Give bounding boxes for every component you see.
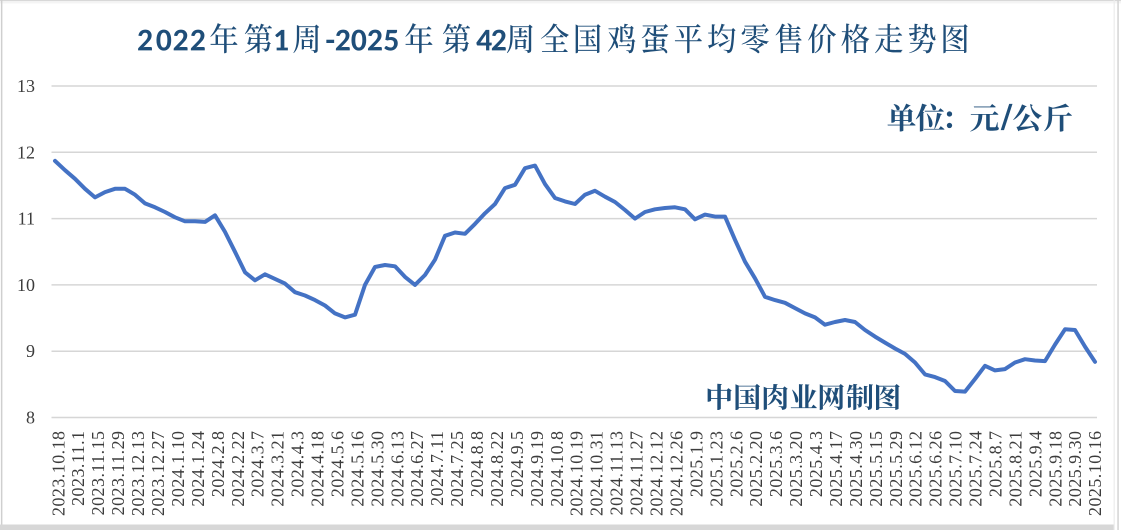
svg-text:2024.6.27: 2024.6.27 bbox=[407, 431, 427, 507]
svg-text:2025.5.29: 2025.5.29 bbox=[886, 431, 906, 507]
svg-text:2024.10.19: 2024.10.19 bbox=[567, 431, 587, 517]
svg-text:2024.2.22: 2024.2.22 bbox=[228, 431, 248, 507]
svg-text:2024.12.26: 2024.12.26 bbox=[666, 431, 686, 517]
svg-text:2024.11.13: 2024.11.13 bbox=[607, 431, 627, 516]
svg-text:2024.5.6: 2024.5.6 bbox=[328, 431, 348, 498]
svg-text:9: 9 bbox=[26, 341, 35, 361]
svg-text:2024.3.21: 2024.3.21 bbox=[268, 431, 288, 507]
svg-text:2023.10.18: 2023.10.18 bbox=[48, 431, 68, 517]
svg-text:2025.6.26: 2025.6.26 bbox=[926, 431, 946, 507]
svg-text:2025.9.30: 2025.9.30 bbox=[1065, 431, 1085, 507]
svg-text:2024.1.10: 2024.1.10 bbox=[168, 431, 188, 507]
svg-text:2023.11.29: 2023.11.29 bbox=[108, 431, 128, 516]
svg-text:2025.7.10: 2025.7.10 bbox=[946, 431, 966, 507]
svg-text:2025.9.4: 2025.9.4 bbox=[1025, 431, 1045, 498]
svg-text:2024.12.12: 2024.12.12 bbox=[647, 431, 667, 517]
svg-text:2025.8.21: 2025.8.21 bbox=[1005, 431, 1025, 507]
svg-text:11: 11 bbox=[18, 209, 35, 229]
svg-text:2024.5.16: 2024.5.16 bbox=[347, 431, 367, 507]
svg-text:2024.5.30: 2024.5.30 bbox=[367, 431, 387, 507]
svg-text:2025.4.17: 2025.4.17 bbox=[826, 431, 846, 507]
svg-text:2024.3.7: 2024.3.7 bbox=[248, 431, 268, 498]
svg-text:10: 10 bbox=[17, 275, 35, 295]
svg-text:2025.1.9: 2025.1.9 bbox=[686, 431, 706, 498]
svg-text:2025.2.20: 2025.2.20 bbox=[746, 431, 766, 507]
svg-text:2025.10.16: 2025.10.16 bbox=[1085, 431, 1105, 517]
svg-text:8: 8 bbox=[26, 408, 35, 428]
svg-text:2025.3.20: 2025.3.20 bbox=[786, 431, 806, 507]
svg-text:2023.12.27: 2023.12.27 bbox=[148, 431, 168, 517]
svg-text:2023.11.1: 2023.11.1 bbox=[68, 431, 88, 506]
svg-text:12: 12 bbox=[17, 142, 35, 162]
svg-text:2025.3.6: 2025.3.6 bbox=[766, 431, 786, 498]
svg-text:2024.1.24: 2024.1.24 bbox=[188, 431, 208, 507]
svg-text:2023.11.15: 2023.11.15 bbox=[88, 431, 108, 516]
svg-text:2025.4.30: 2025.4.30 bbox=[846, 431, 866, 507]
svg-text:2024.6.13: 2024.6.13 bbox=[387, 431, 407, 507]
svg-text:2025.8.7: 2025.8.7 bbox=[986, 431, 1006, 498]
svg-text:2025.1.23: 2025.1.23 bbox=[706, 431, 726, 507]
svg-text:2025.5.15: 2025.5.15 bbox=[866, 431, 886, 507]
svg-text:2024.7.11: 2024.7.11 bbox=[427, 431, 447, 506]
svg-text:2025.9.18: 2025.9.18 bbox=[1045, 431, 1065, 507]
svg-text:2024.9.5: 2024.9.5 bbox=[507, 431, 527, 498]
svg-text:2024.10.31: 2024.10.31 bbox=[587, 431, 607, 517]
svg-text:13: 13 bbox=[17, 76, 35, 96]
svg-text:2024.10.8: 2024.10.8 bbox=[547, 431, 567, 507]
svg-text:2025.2.6: 2025.2.6 bbox=[726, 431, 746, 498]
svg-text:2024.8.22: 2024.8.22 bbox=[487, 431, 507, 507]
svg-text:2024.11.27: 2024.11.27 bbox=[627, 431, 647, 516]
svg-text:2023.12.13: 2023.12.13 bbox=[128, 431, 148, 517]
svg-text:2024.4.18: 2024.4.18 bbox=[308, 431, 328, 507]
svg-text:2025.4.3: 2025.4.3 bbox=[806, 431, 826, 498]
svg-text:2024.2.8: 2024.2.8 bbox=[208, 431, 228, 498]
svg-text:2024.4.3: 2024.4.3 bbox=[288, 431, 308, 498]
svg-text:2024.8.8: 2024.8.8 bbox=[467, 431, 487, 498]
svg-text:2025.6.12: 2025.6.12 bbox=[906, 431, 926, 507]
svg-text:2024.9.19: 2024.9.19 bbox=[527, 431, 547, 507]
svg-text:2025.7.24: 2025.7.24 bbox=[966, 431, 986, 507]
svg-text:2024.7.25: 2024.7.25 bbox=[447, 431, 467, 507]
